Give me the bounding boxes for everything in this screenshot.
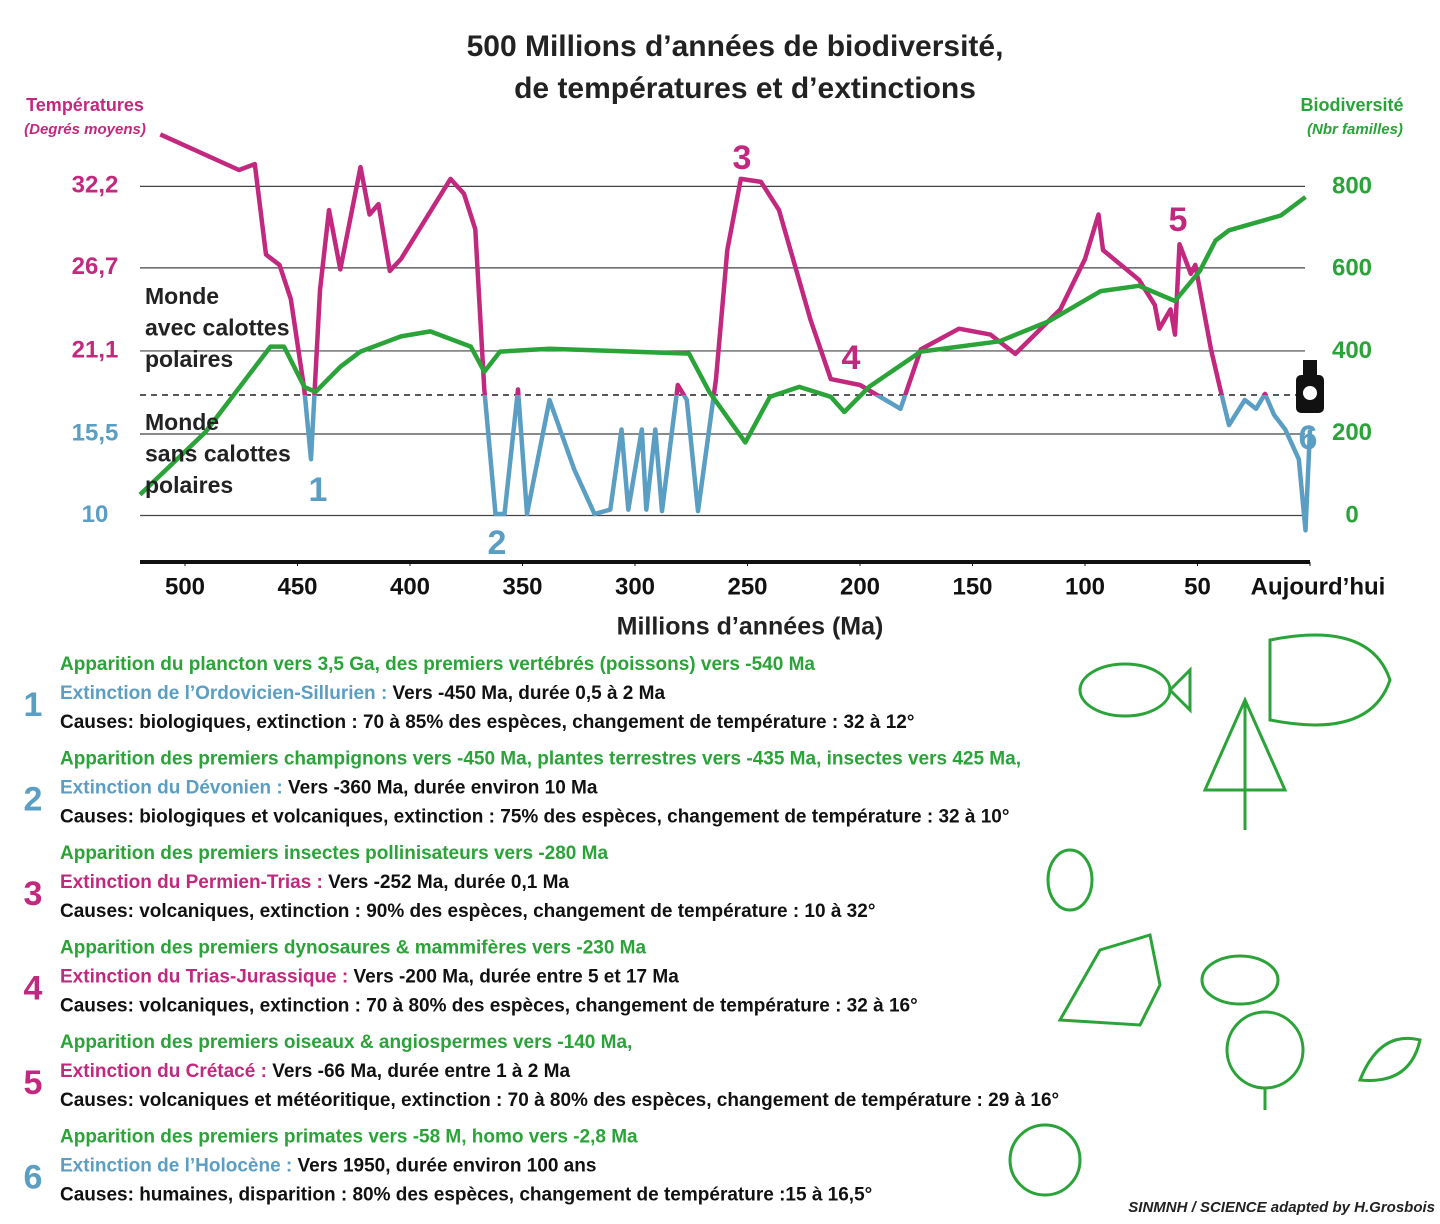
appearance-line: Apparition des premiers primates vers -5… xyxy=(60,1127,638,1148)
y-tick-label: 26,7 xyxy=(72,253,119,280)
x-axis-label: Millions d’années (Ma) xyxy=(617,613,884,641)
mouse-icon xyxy=(1200,954,1280,1006)
trilobite-icon xyxy=(1268,633,1392,727)
event-number: 2 xyxy=(24,780,43,818)
appearance-line: Apparition des premiers champignons vers… xyxy=(60,749,1021,770)
fish-tail xyxy=(1167,666,1192,714)
x-tick-label: 200 xyxy=(840,573,880,600)
event-marker: 3 xyxy=(733,139,752,177)
event-marker: 1 xyxy=(309,471,328,509)
y-tick-label: 32,2 xyxy=(72,172,119,199)
extinction-line: Extinction du Permien-Trias : Vers -252 … xyxy=(60,872,569,893)
extinction-line: Extinction du Crétacé : Vers -66 Ma, dur… xyxy=(60,1061,570,1082)
y2-axis-unit: (Nbr familles) xyxy=(1307,121,1403,138)
y2-tick-label: 400 xyxy=(1332,337,1372,364)
event-number: 6 xyxy=(24,1158,43,1196)
annotation: Monde xyxy=(145,283,219,309)
extinction-name: Extinction du Dévonien : xyxy=(60,778,283,799)
event-marker: 4 xyxy=(842,339,861,377)
extinction-name: Extinction du Trias-Jurassique : xyxy=(60,967,348,988)
x-tick-label: 500 xyxy=(165,573,205,600)
biodiversity-line xyxy=(138,195,1307,497)
y2-tick-label: 0 xyxy=(1345,501,1358,528)
event-marker: 5 xyxy=(1169,201,1188,239)
extinction-line: Extinction du Trias-Jurassique : Vers -2… xyxy=(60,967,679,988)
extinction-details: Vers -200 Ma, durée entre 5 et 17 Ma xyxy=(348,967,679,988)
causes-line: Causes: humaines, disparition : 80% des … xyxy=(60,1185,872,1206)
causes-line: Causes: volcaniques, extinction : 70 à 8… xyxy=(60,996,918,1017)
y-axis-unit: (Degrés moyens) xyxy=(24,121,146,138)
annotation: sans calottes xyxy=(145,441,291,467)
chart-title: 500 Millions d’années de biodiversité, xyxy=(467,30,1004,63)
x-tick-label: 300 xyxy=(615,573,655,600)
extinction-details: Vers 1950, durée environ 100 ans xyxy=(292,1156,596,1177)
extinction-name: Extinction de l’Holocène : xyxy=(60,1156,292,1177)
causes-line: Causes: volcaniques, extinction : 90% de… xyxy=(60,901,875,922)
event-marker: 2 xyxy=(488,524,507,562)
appearance-line: Apparition des premiers oiseaux & angios… xyxy=(60,1032,632,1053)
bee-icon xyxy=(1046,848,1094,912)
annotation: Monde xyxy=(145,409,219,435)
source-note: SINMNH / SCIENCE adapted by H.Grosbois xyxy=(1128,1199,1435,1216)
skull-bottle xyxy=(1296,360,1324,413)
dino-icon xyxy=(1057,933,1162,1027)
y2-tick-label: 600 xyxy=(1332,255,1372,282)
annotation: polaires xyxy=(145,346,233,372)
extinction-name: Extinction de l’Ordovicien-Sillurien : xyxy=(60,683,387,704)
x-tick-label: 450 xyxy=(277,573,317,600)
y2-tick-label: 800 xyxy=(1332,172,1372,199)
icons xyxy=(1008,360,1422,1197)
chart-title: de températures et d’extinctions xyxy=(514,72,976,105)
extinction-line: Extinction de l’Ordovicien-Sillurien : V… xyxy=(60,683,665,704)
y2-tick-label: 200 xyxy=(1332,419,1372,446)
tree-icon xyxy=(1202,696,1288,830)
bird-icon xyxy=(1357,1036,1422,1082)
temperature-line xyxy=(159,132,1313,533)
appearance-line: Apparition des premiers dynosaures & mam… xyxy=(60,938,647,959)
event-number: 4 xyxy=(24,969,43,1007)
y-tick-label: 21,1 xyxy=(72,336,119,363)
extinction-name: Extinction du Permien-Trias : xyxy=(60,872,323,893)
y-tick-label: 15,5 xyxy=(72,419,119,446)
x-tick-label: 50 xyxy=(1184,573,1211,600)
extinction-line: Extinction de l’Holocène : Vers 1950, du… xyxy=(60,1156,596,1177)
annotation: polaires xyxy=(145,472,233,498)
extinction-name: Extinction du Crétacé : xyxy=(60,1061,267,1082)
fish-icon xyxy=(1078,662,1172,718)
causes-line: Causes: volcaniques et météoritique, ext… xyxy=(60,1090,1059,1111)
x-tick-label: 350 xyxy=(502,573,542,600)
x-tick-label: 100 xyxy=(1065,573,1105,600)
y-axis-label: Températures xyxy=(26,95,144,115)
event-number: 3 xyxy=(24,875,43,913)
causes-line: Causes: biologiques et volcaniques, exti… xyxy=(60,807,1009,828)
event-number: 1 xyxy=(24,686,43,724)
x-tick-label: Aujourd’hui xyxy=(1251,573,1386,600)
y2-axis-label: Biodiversité xyxy=(1300,95,1403,115)
appearance-line: Apparition des premiers insectes pollini… xyxy=(60,843,608,864)
extinction-line: Extinction du Dévonien : Vers -360 Ma, d… xyxy=(60,778,598,799)
y-tick-label: 10 xyxy=(82,501,109,528)
extinction-details: Vers -66 Ma, durée entre 1 à 2 Ma xyxy=(267,1061,571,1082)
extinction-details: Vers -360 Ma, durée environ 10 Ma xyxy=(283,778,598,799)
x-tick-label: 150 xyxy=(952,573,992,600)
causes-line: Causes: biologiques, extinction : 70 à 8… xyxy=(60,712,914,733)
appearance-line: Apparition du plancton vers 3,5 Ga, des … xyxy=(60,654,815,675)
annotation: avec calottes xyxy=(145,315,289,341)
event-marker: 6 xyxy=(1299,419,1318,457)
x-tick-label: 250 xyxy=(727,573,767,600)
tree2-icon xyxy=(1225,1010,1305,1090)
monkey-icon xyxy=(1008,1123,1082,1197)
extinction-details: Vers -450 Ma, durée 0,5 à 2 Ma xyxy=(387,683,665,704)
extinction-details: Vers -252 Ma, durée 0,1 Ma xyxy=(323,872,570,893)
x-tick-label: 400 xyxy=(390,573,430,600)
event-number: 5 xyxy=(24,1064,43,1102)
